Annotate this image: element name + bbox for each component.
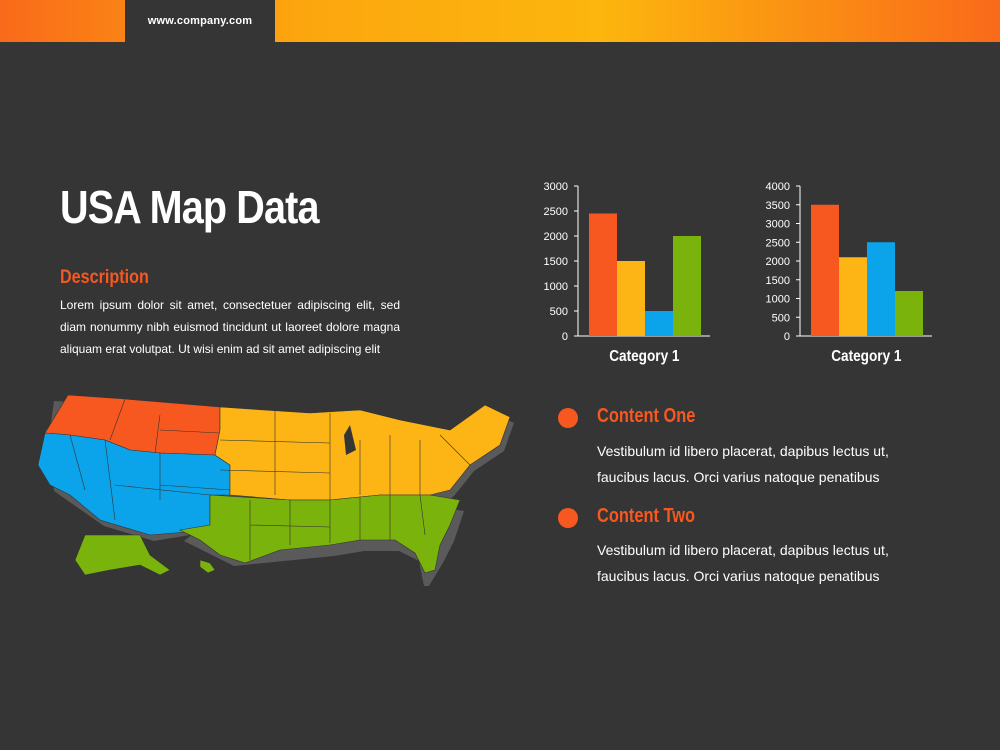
map-region-south xyxy=(179,494,461,574)
bar xyxy=(645,311,673,336)
map-region-west xyxy=(37,432,231,536)
region-west xyxy=(37,432,231,536)
y-tick-label: 0 xyxy=(784,331,790,343)
y-tick-label: 500 xyxy=(772,312,790,324)
bar xyxy=(589,213,617,336)
y-tick-label: 2000 xyxy=(544,231,568,243)
chart-1-category-label: Category 1 xyxy=(609,348,680,365)
y-tick-label: 2500 xyxy=(766,237,790,249)
y-tick-label: 3000 xyxy=(544,181,568,193)
bar xyxy=(617,261,645,336)
content-two-bullet-icon xyxy=(558,508,578,528)
y-tick-label: 2500 xyxy=(544,206,568,218)
slide-title: USA Map Data xyxy=(60,181,319,233)
map-region-midwest-northeast xyxy=(214,404,511,501)
chart-2-category-label: Category 1 xyxy=(831,348,902,365)
y-tick-label: 3000 xyxy=(766,219,790,231)
bar xyxy=(811,204,839,336)
y-tick-label: 1000 xyxy=(766,294,790,306)
bar xyxy=(673,236,701,336)
content-two-text: Vestibulum id libero placerat, dapibus l… xyxy=(597,542,889,584)
website-url[interactable]: www.company.com xyxy=(125,0,275,42)
y-tick-label: 2000 xyxy=(766,256,790,268)
y-tick-label: 500 xyxy=(550,306,568,318)
region-south xyxy=(74,494,461,576)
y-tick-label: 4000 xyxy=(766,181,790,193)
bar-chart-1: 0 500 1000 1500 2000 2500 3000 xyxy=(544,181,710,343)
content-one-title: Content One xyxy=(597,405,696,427)
bar xyxy=(867,242,895,336)
y-tick-label: 1000 xyxy=(544,281,568,293)
bar xyxy=(895,291,923,336)
y-tick-label: 0 xyxy=(562,331,568,343)
map-region-hawaii xyxy=(199,559,216,574)
content-one-text: Vestibulum id libero placerat, dapibus l… xyxy=(597,443,889,485)
bar-chart-2: 0 500 1000 1500 2000 2500 3000 3500 4000 xyxy=(766,181,932,343)
y-tick-label: 1500 xyxy=(766,275,790,287)
content-two-title: Content Two xyxy=(597,505,696,527)
y-tick-label: 3500 xyxy=(766,200,790,212)
description-text: Lorem ipsum dolor sit amet, consectetuer… xyxy=(60,298,400,356)
usa-map xyxy=(37,395,514,586)
region-midwest-northeast xyxy=(214,404,511,501)
y-tick-label: 1500 xyxy=(544,256,568,268)
map-region-alaska xyxy=(74,534,171,576)
content-one-bullet-icon xyxy=(558,408,578,428)
bar xyxy=(839,257,867,336)
description-heading: Description xyxy=(60,267,149,288)
